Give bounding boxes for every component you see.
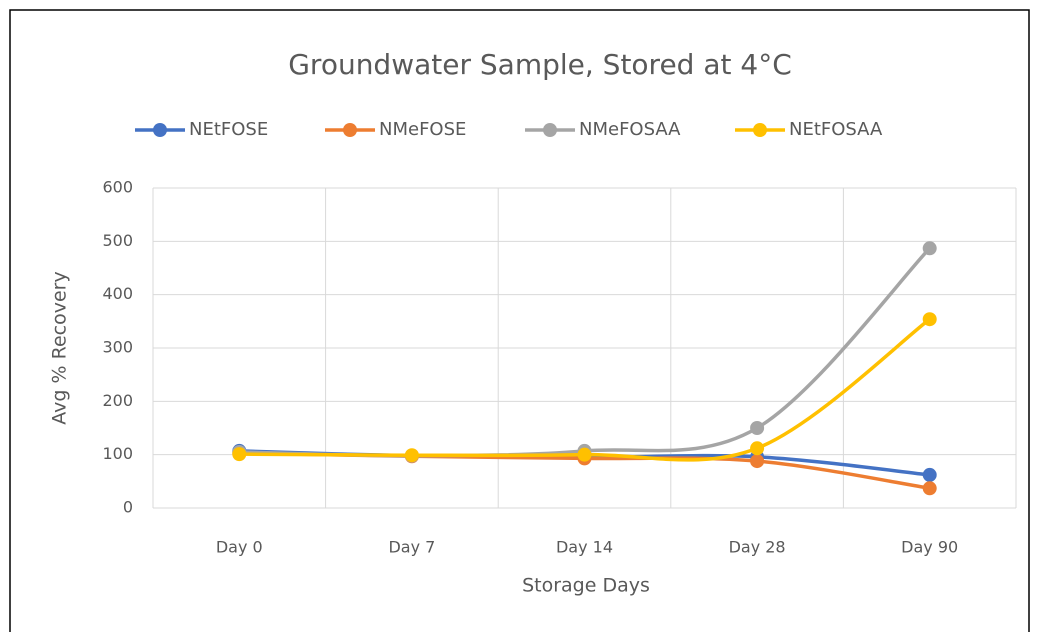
point [922,312,937,327]
legend-label: NEtFOSAA [789,119,883,140]
chart-title: Groundwater Sample, Stored at 4°C [288,48,792,81]
point [922,241,937,256]
y-tick-label: 100 [102,444,133,463]
point [750,421,765,435]
y-tick-label: 0 [123,498,133,517]
x-tick-label: Day 90 [901,538,958,557]
x-tick-label: Day 0 [216,538,263,557]
y-tick-label: 400 [102,284,133,303]
point [232,447,247,462]
legend-marker [343,123,357,137]
chart-border [9,9,1030,632]
legend-marker [153,123,167,137]
point [922,467,937,482]
x-tick-label: Day 7 [388,538,435,557]
y-tick-label: 600 [102,178,133,197]
legend-label: NMeFOSE [379,119,466,140]
point [750,441,765,456]
x-tick-label: Day 28 [729,538,786,557]
y-axis-label: Avg % Recovery [49,271,71,424]
legend-marker [543,123,557,137]
legend-marker [753,123,767,137]
point [750,454,765,469]
x-tick-label: Day 14 [556,538,613,557]
x-axis-label: Storage Days [522,575,650,597]
y-tick-label: 500 [102,231,133,250]
legend-label: NEtFOSE [189,119,268,140]
point [577,447,592,462]
legend-label: NMeFOSAA [579,119,681,140]
y-tick-label: 300 [102,338,133,357]
point [922,481,937,496]
y-tick-label: 200 [102,391,133,410]
point [404,448,419,463]
